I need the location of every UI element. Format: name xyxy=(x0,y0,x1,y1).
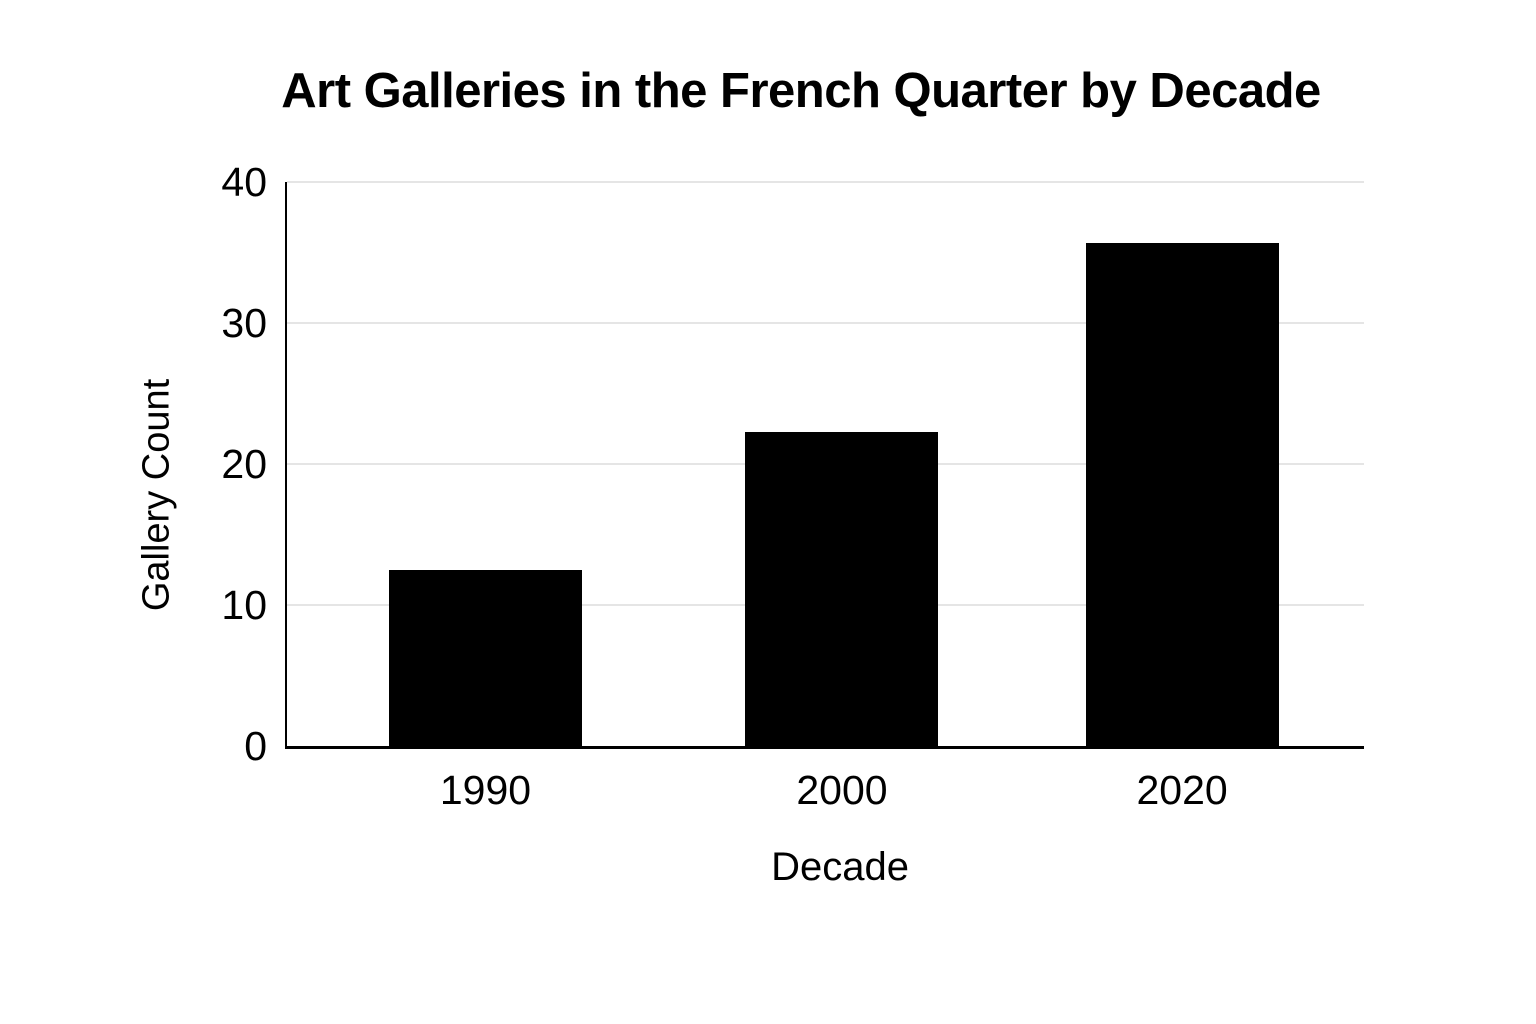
x-tick-label-2020: 2020 xyxy=(1136,767,1228,813)
gridline-y-30 xyxy=(287,322,1364,324)
y-axis-title: Gallery Count xyxy=(135,378,178,612)
plot-area: 0 10 20 30 40 1990 2000 2020 xyxy=(221,159,1364,813)
bar-1990 xyxy=(388,569,582,746)
y-tick-label-20: 20 xyxy=(221,441,267,487)
y-tick-label-40: 40 xyxy=(221,159,267,205)
y-tick-label-0: 0 xyxy=(244,723,267,769)
x-tick-label-2000: 2000 xyxy=(796,767,888,813)
chart-title: Art Galleries in the French Quarter by D… xyxy=(281,64,1321,118)
y-tick-label-30: 30 xyxy=(221,300,267,346)
gridline-y-40 xyxy=(287,181,1364,183)
bar-2020 xyxy=(1085,242,1279,746)
y-tick-label-10: 10 xyxy=(221,582,267,628)
x-axis-title: Decade xyxy=(771,845,909,889)
bar-2000 xyxy=(745,431,939,746)
x-tick-label-1990: 1990 xyxy=(439,767,532,813)
